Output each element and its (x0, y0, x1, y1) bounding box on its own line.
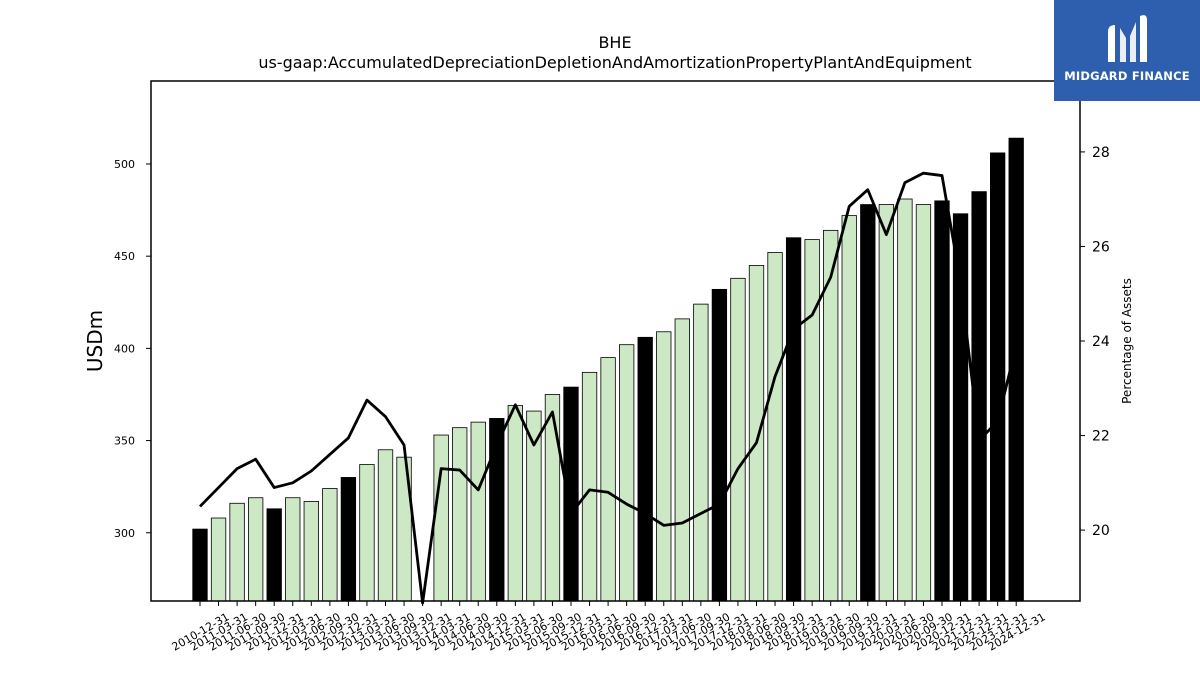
bar-2020-12-31 (934, 200, 950, 602)
bar-2016-06-30 (600, 357, 616, 602)
bar-2012-12-31 (340, 477, 357, 602)
bar-2015-09-30 (544, 394, 561, 602)
bar-2016-12-31 (637, 336, 653, 602)
y2-tick-label: 28 (1092, 145, 1110, 161)
bar-2021-12-31 (952, 213, 969, 602)
y-tick-label: 400 (114, 342, 135, 355)
y2-tick-label: 24 (1092, 334, 1110, 350)
chart-title: BHE (598, 33, 631, 52)
brand-name: MIDGARD FINANCE (1064, 69, 1190, 83)
bar-2018-09-30 (767, 252, 783, 602)
bar-2018-06-30 (748, 264, 765, 602)
bar-2017-03-31 (656, 331, 672, 602)
bars-layer (192, 137, 1024, 602)
bar-2014-09-30 (470, 421, 486, 602)
bar-2014-03-31 (433, 434, 449, 602)
bar-2019-03-31 (804, 239, 820, 602)
left-axis: 300 350 400 450 500 (114, 158, 151, 540)
bar-2023-12-31 (990, 152, 1006, 602)
bar-2018-03-31 (730, 277, 746, 602)
bar-2015-03-31 (507, 405, 524, 602)
y-tick-label: 450 (114, 250, 135, 263)
y-tick-label: 500 (114, 158, 135, 171)
bar-2011-03-31 (210, 517, 227, 602)
bar-2019-09-30 (841, 215, 857, 602)
bar-2013-06-30 (377, 449, 394, 602)
bar-2016-09-30 (619, 344, 635, 602)
y2-tick-label: 22 (1092, 429, 1110, 445)
y-axis-label: USDm (83, 310, 107, 372)
bar-2011-09-30 (247, 497, 264, 602)
bar-2016-03-31 (581, 371, 598, 602)
bar-2012-09-30 (322, 488, 338, 602)
line-percentage-of-assets (199, 171, 1018, 605)
bar-2012-03-31 (285, 497, 301, 602)
bar-2015-12-31 (563, 386, 579, 602)
bar-2010-12-31 (192, 528, 208, 602)
chart-subtitle: us-gaap:AccumulatedDepreciationDepletion… (258, 53, 971, 72)
bar-2011-12-31 (266, 508, 282, 602)
y2-axis-label: Percentage of Assets (1120, 278, 1134, 404)
bar-2017-09-30 (693, 303, 709, 602)
bar-2020-09-30 (915, 204, 932, 602)
bar-2019-12-31 (860, 204, 876, 602)
bar-2012-06-30 (303, 501, 319, 602)
y2-tick-label: 20 (1092, 523, 1110, 539)
y-tick-label: 300 (114, 527, 135, 540)
bar-2015-06-30 (526, 410, 542, 602)
bar-2020-06-30 (897, 198, 913, 602)
right-axis: 20 22 24 26 28 (1080, 145, 1110, 539)
y2-tick-label: 26 (1092, 239, 1110, 255)
brand-logo: MIDGARD FINANCE (1054, 0, 1200, 101)
bar-2020-03-31 (878, 204, 894, 602)
bar-2017-12-31 (711, 288, 728, 602)
y-tick-label: 350 (114, 435, 135, 448)
bar-2013-03-31 (359, 464, 375, 602)
line-layer (199, 171, 1018, 605)
midgard-logo-icon (1108, 15, 1147, 63)
bar-2018-12-31 (785, 237, 802, 602)
bar-2011-06-30 (229, 502, 245, 602)
x-axis: 2010-12-312011-03-312011-06-302011-09-30… (170, 601, 1048, 654)
bar-2014-06-30 (452, 427, 468, 602)
bar-2017-06-30 (674, 318, 690, 602)
